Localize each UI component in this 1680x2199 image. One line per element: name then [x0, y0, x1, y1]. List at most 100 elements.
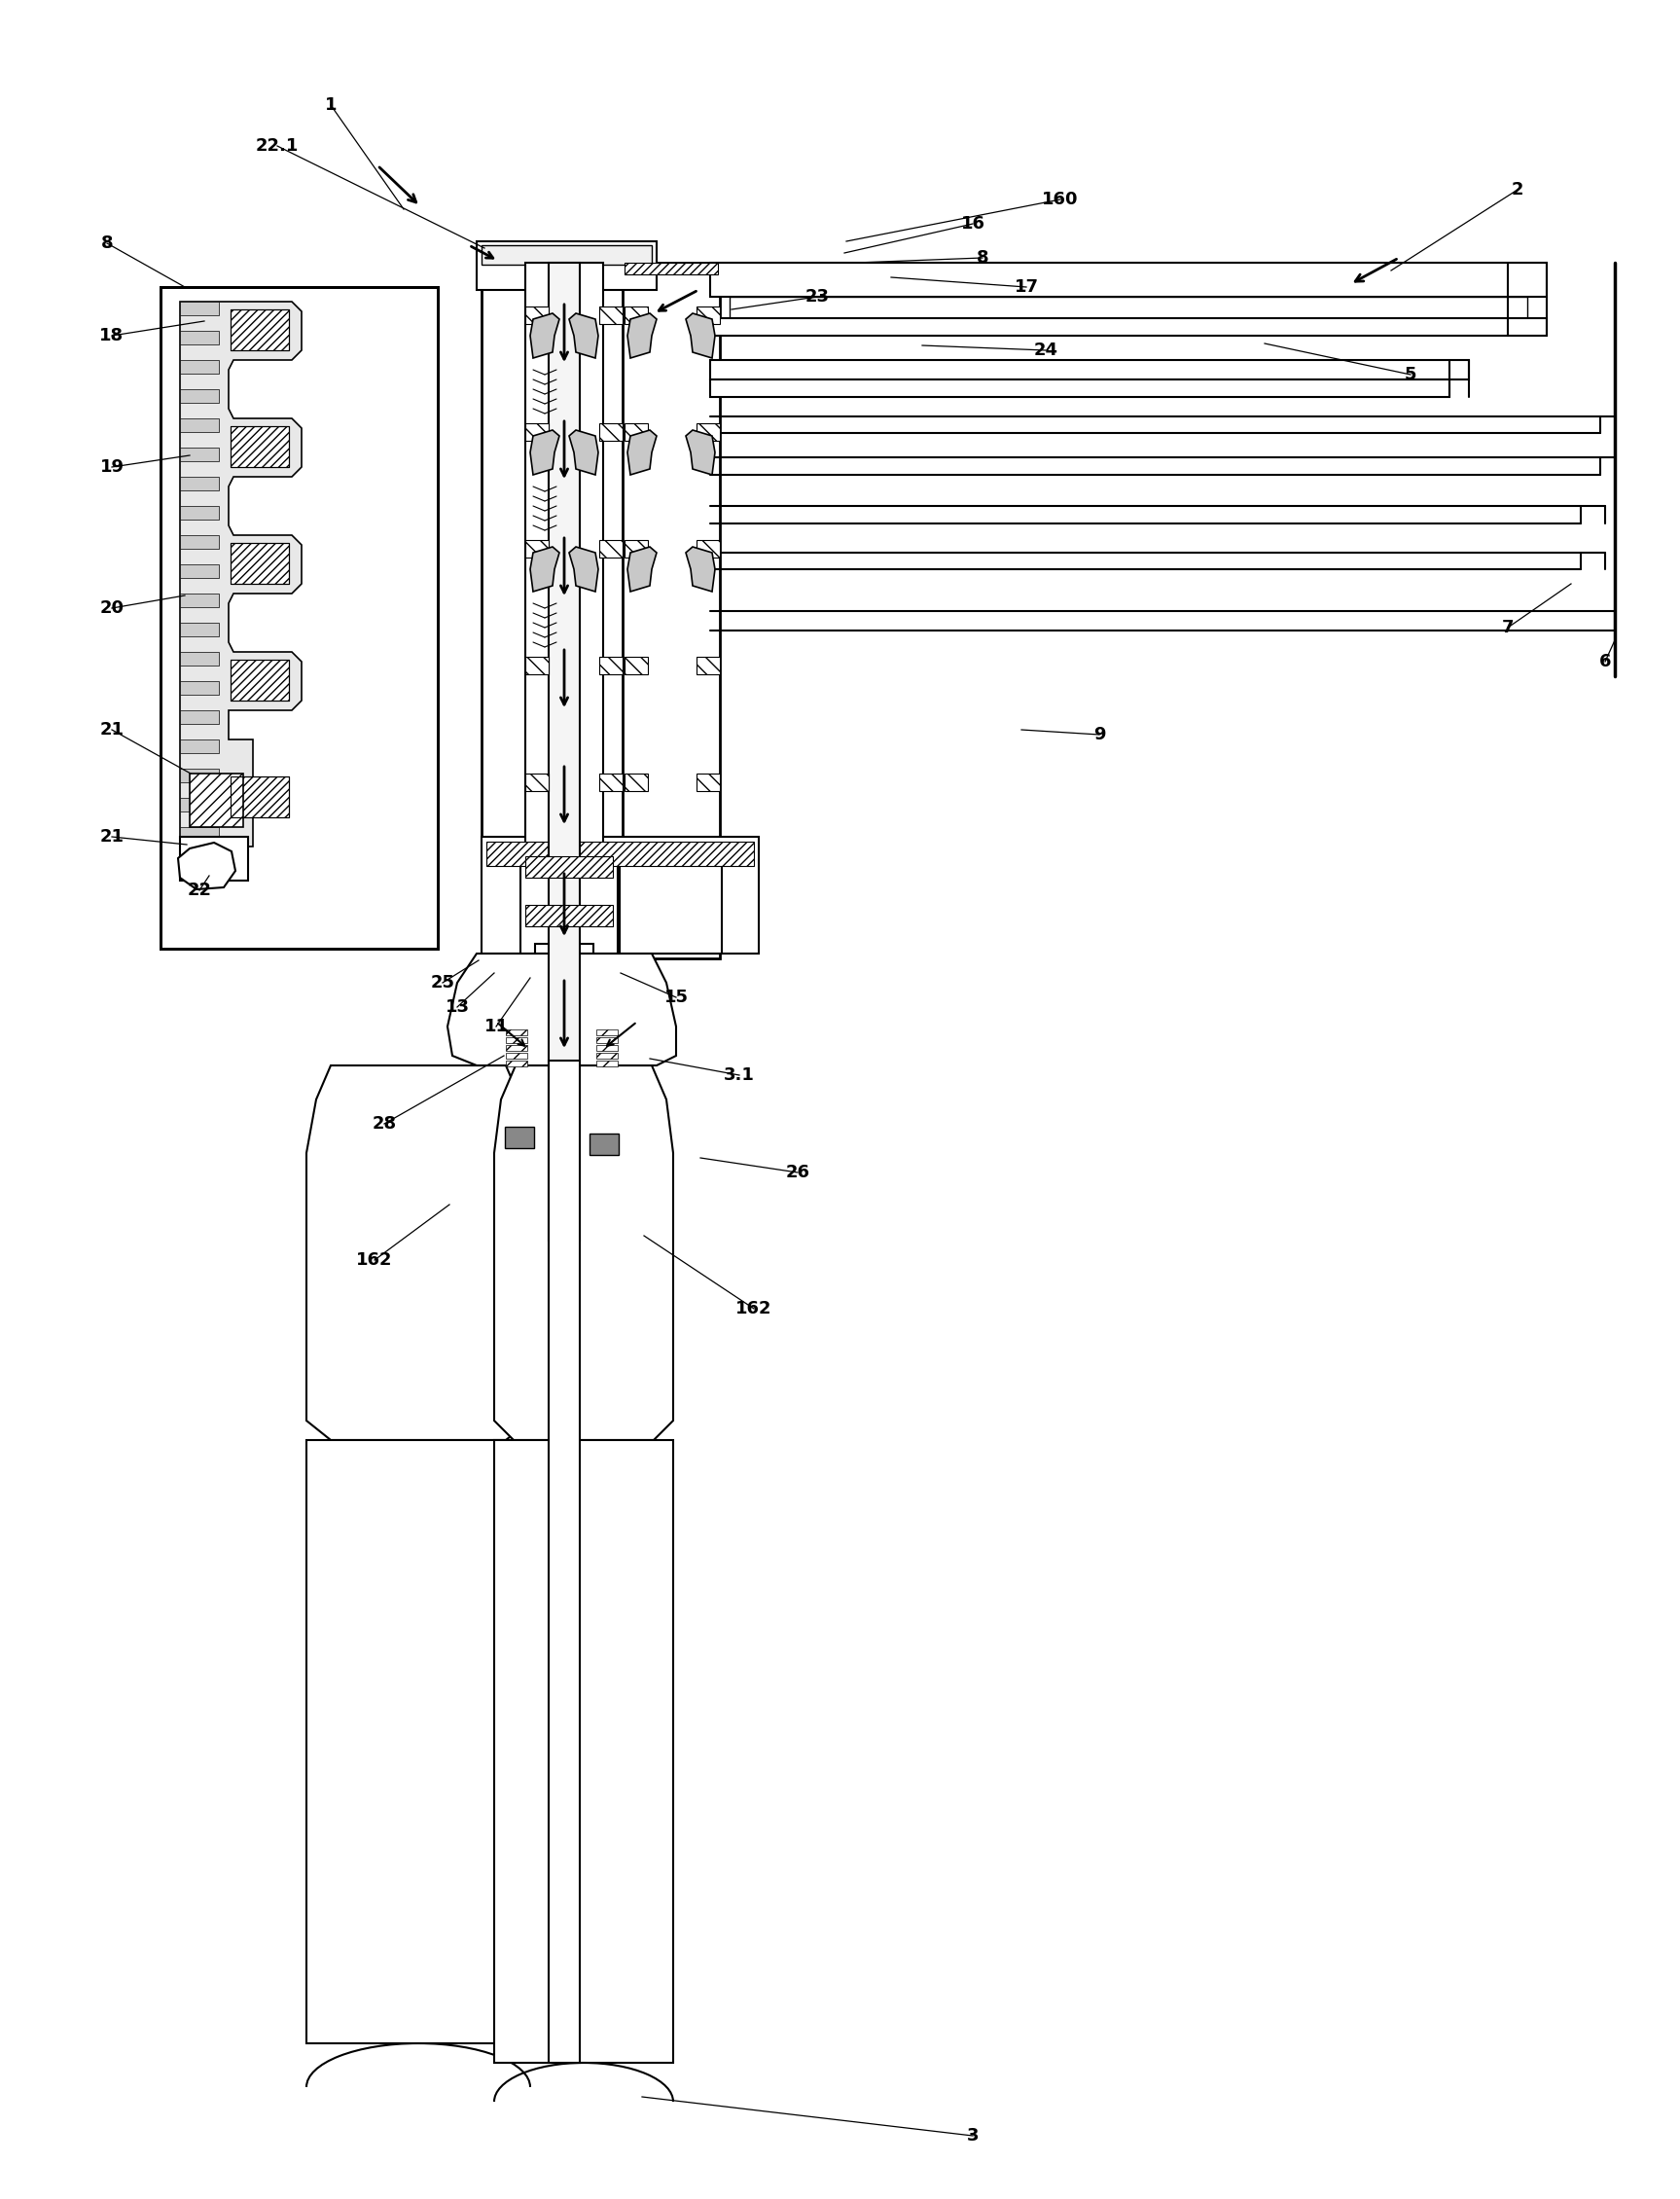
Polygon shape	[570, 548, 598, 592]
Bar	[697, 658, 719, 675]
Text: 24: 24	[1033, 341, 1058, 358]
Bar	[506, 1126, 534, 1148]
Bar	[180, 739, 218, 752]
Bar	[230, 543, 289, 583]
Bar	[625, 658, 648, 675]
Bar	[521, 851, 618, 954]
Bar	[596, 1029, 618, 1036]
Text: 13: 13	[445, 998, 469, 1016]
Text: 15: 15	[664, 990, 689, 1007]
Bar	[506, 1060, 528, 1067]
Bar	[697, 422, 719, 440]
Bar	[230, 776, 289, 818]
Bar	[161, 288, 438, 948]
Text: 21: 21	[99, 829, 124, 847]
Text: 20: 20	[99, 600, 124, 618]
Bar	[596, 1045, 618, 1051]
Polygon shape	[494, 1067, 674, 1440]
Bar	[543, 948, 586, 979]
Bar	[729, 297, 1527, 319]
Bar	[180, 389, 218, 402]
Text: 18: 18	[99, 328, 124, 345]
Bar	[600, 306, 623, 323]
Text: 3: 3	[966, 2126, 979, 2144]
Text: 1: 1	[324, 97, 336, 114]
Text: 17: 17	[1015, 279, 1038, 297]
Bar	[180, 418, 218, 431]
Bar	[506, 1038, 528, 1042]
Bar	[596, 1053, 618, 1058]
Bar	[526, 906, 613, 926]
Text: 16: 16	[961, 216, 984, 233]
Text: 9: 9	[1094, 726, 1105, 743]
Bar	[180, 798, 218, 811]
Text: 8: 8	[101, 235, 113, 253]
Bar	[596, 1060, 618, 1067]
Bar	[180, 361, 218, 374]
Bar	[487, 842, 754, 866]
Text: 21: 21	[99, 721, 124, 739]
Polygon shape	[306, 1067, 531, 1440]
Bar	[590, 1132, 618, 1154]
Bar	[180, 682, 218, 695]
Bar	[596, 1038, 618, 1042]
Bar	[549, 262, 580, 1240]
Bar	[526, 658, 549, 675]
Bar	[697, 774, 719, 792]
Bar	[180, 301, 218, 314]
Bar	[600, 422, 623, 440]
Text: 23: 23	[805, 288, 830, 306]
Bar	[711, 361, 1468, 380]
Bar	[549, 1060, 580, 2063]
Bar	[697, 306, 719, 323]
Polygon shape	[531, 312, 559, 358]
Bar	[600, 541, 623, 559]
Bar	[180, 565, 218, 578]
Bar	[600, 774, 623, 792]
Bar	[506, 1029, 528, 1036]
Polygon shape	[180, 301, 302, 847]
Bar	[711, 380, 1450, 398]
Polygon shape	[627, 312, 657, 358]
Bar	[230, 660, 289, 701]
Bar	[526, 306, 549, 323]
Bar	[625, 541, 648, 559]
Bar	[697, 541, 719, 559]
Polygon shape	[570, 431, 598, 475]
Bar	[477, 242, 657, 290]
Bar	[482, 262, 657, 959]
Bar	[600, 658, 623, 675]
Bar	[526, 262, 603, 963]
Text: 5: 5	[1404, 365, 1416, 383]
Text: 22.1: 22.1	[255, 136, 299, 154]
Text: 2: 2	[1512, 180, 1524, 198]
Text: 26: 26	[786, 1163, 810, 1181]
Bar	[625, 306, 648, 323]
Bar	[482, 246, 652, 264]
Polygon shape	[447, 954, 675, 1067]
Text: 7: 7	[1502, 618, 1514, 636]
Text: 3.1: 3.1	[724, 1067, 754, 1084]
Bar	[180, 534, 218, 550]
Bar	[180, 449, 218, 462]
Text: 6: 6	[1599, 653, 1611, 671]
Bar	[494, 1440, 674, 2063]
Bar	[161, 288, 438, 948]
Bar	[230, 427, 289, 466]
Bar	[180, 506, 218, 519]
Polygon shape	[570, 312, 598, 358]
Bar	[623, 262, 719, 959]
Text: 25: 25	[430, 974, 455, 992]
Bar	[180, 827, 218, 840]
Bar	[230, 660, 289, 701]
Text: 11: 11	[484, 1018, 509, 1036]
Polygon shape	[685, 548, 716, 592]
Bar	[180, 651, 218, 666]
Bar	[506, 1053, 528, 1058]
Bar	[190, 774, 244, 827]
Text: 160: 160	[1042, 191, 1079, 209]
Polygon shape	[627, 548, 657, 592]
Bar	[526, 422, 549, 440]
Bar	[625, 422, 648, 440]
Polygon shape	[531, 548, 559, 592]
